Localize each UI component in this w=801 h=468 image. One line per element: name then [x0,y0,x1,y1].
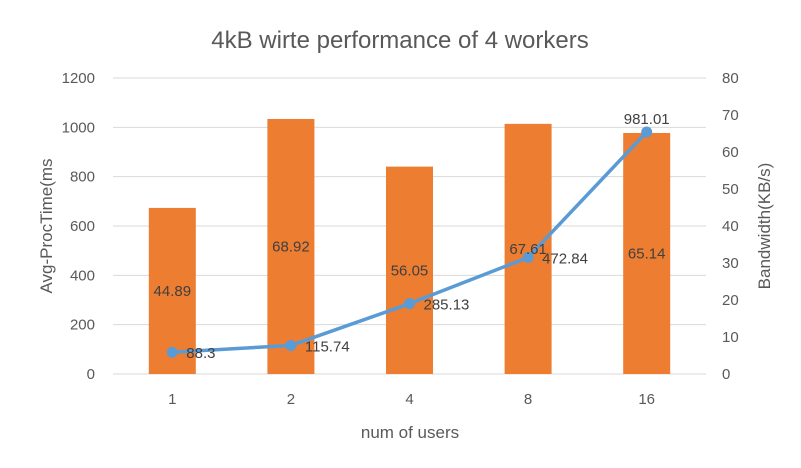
line-point [166,346,178,358]
x-tick-label: 1 [168,391,176,408]
y-tick-label: 1200 [62,70,95,87]
bar [623,132,671,374]
line-point [522,251,534,263]
y-tick-label: 600 [70,218,95,235]
y2-tick-label: 0 [722,366,730,383]
bar-data-label: 68.92 [272,238,310,255]
bar-data-label: 65.14 [628,245,666,262]
y2-tick-label: 20 [722,292,739,309]
y-tick-label: 200 [70,317,95,334]
y2-axis-title: Bandwidth(KB/s) [755,163,774,290]
axis-ticks: 0 200 400 600 800 1000 1200 0 10 20 30 40 50 60 70 80 1 2… [62,70,739,408]
y2-tick-label: 40 [722,218,739,235]
y-tick-label: 0 [87,366,95,383]
chart-title: 4kB wirte performance of 4 workers [211,27,588,54]
y2-tick-label: 80 [722,70,739,87]
bar-data-label: 67.61 [509,241,547,258]
bar [386,166,433,374]
line-point [641,126,653,138]
line-point [285,339,297,351]
y2-tick-label: 10 [722,329,739,346]
y-tick-label: 800 [70,169,95,186]
line-data-label: 115.74 [305,338,350,355]
bar-series [148,118,671,374]
line-data-label: 88.3 [186,345,215,362]
bar [148,207,196,374]
y-tick-label: 1000 [62,119,95,136]
bar-data-label: 56.05 [391,262,429,279]
line-data-label: 981.01 [624,111,670,128]
x-tick-label: 8 [524,391,532,408]
line-series [166,126,653,358]
data-labels: 44.89 68.92 56.05 67.61 65.14 88.3 115.74 285.1… [154,111,670,362]
y-tick-label: 400 [70,267,95,284]
y2-tick-label: 70 [722,107,739,124]
x-tick-label: 2 [287,391,295,408]
bar [267,118,315,374]
x-tick-label: 16 [638,391,655,408]
y-axis-title: Avg-ProcTime(ms [37,158,56,293]
bar [504,123,552,374]
line-data-label: 472.84 [542,250,588,267]
line-data-label: 285.13 [424,297,470,314]
bar-data-label: 44.89 [154,283,192,300]
y2-tick-label: 30 [722,255,739,272]
line-point [404,298,415,310]
x-tick-label: 4 [405,391,413,408]
y2-tick-label: 60 [722,144,739,161]
y2-tick-label: 50 [722,181,739,198]
x-axis-title: num of users [361,423,459,442]
